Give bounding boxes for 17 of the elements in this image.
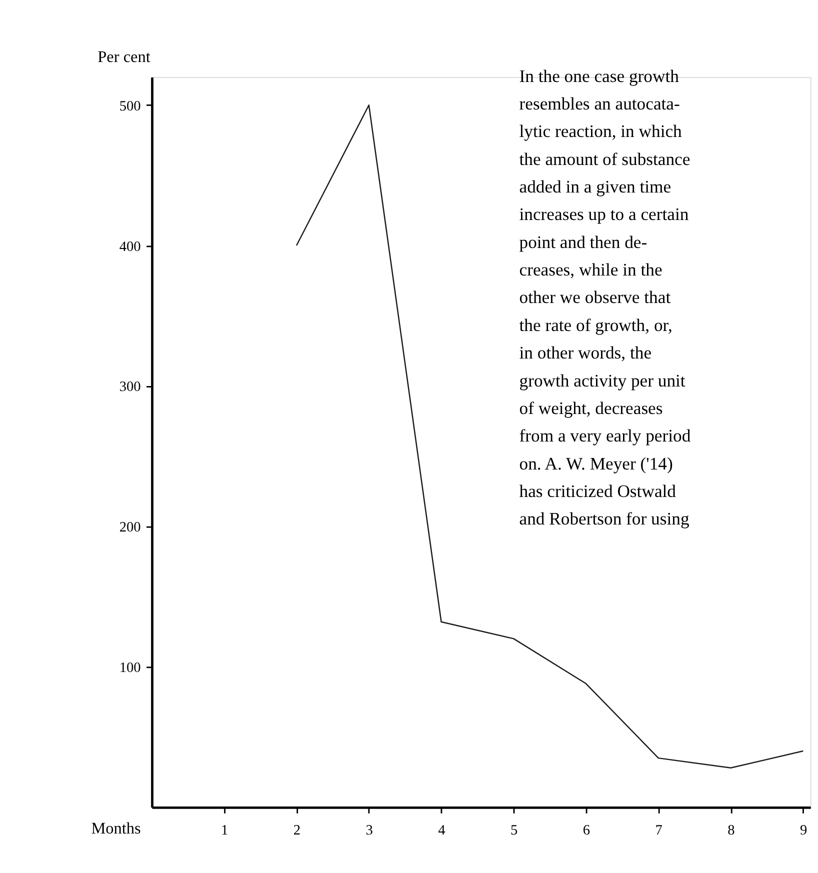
- y-tick-label: 300: [119, 379, 141, 396]
- y-tick-label: 100: [119, 660, 141, 676]
- y-axis-title: Per cent: [98, 48, 151, 66]
- x-tick-label: 6: [582, 822, 590, 838]
- x-tick-label: 4: [438, 822, 446, 838]
- x-tick-label: 9: [800, 822, 808, 838]
- x-tick-label: 7: [655, 822, 662, 838]
- y-tick-label: 200: [119, 520, 141, 536]
- x-tick-label: 2: [293, 822, 301, 838]
- x-tick-label: 3: [366, 822, 373, 838]
- x-tick-label: 8: [728, 822, 735, 838]
- x-tick-label: 5: [510, 822, 518, 838]
- x-axis-title: Months: [91, 819, 141, 838]
- x-tick-label: 1: [221, 822, 228, 838]
- text: In the one case growth resembles an autocata- lytic reaction, in which the amount of substance added in a given time increases up to a certain point and then de- creases, while in the other we observe that the rate of growth, or, in other words, the growth activity per unit of weight, decreases from a very early period on. A. W. Meyer ('14) has criticized Ostwald and Robertson for using: [519, 66, 691, 529]
- y-tick-label: 400: [119, 238, 141, 255]
- y-tick-label: 500: [119, 98, 141, 114]
